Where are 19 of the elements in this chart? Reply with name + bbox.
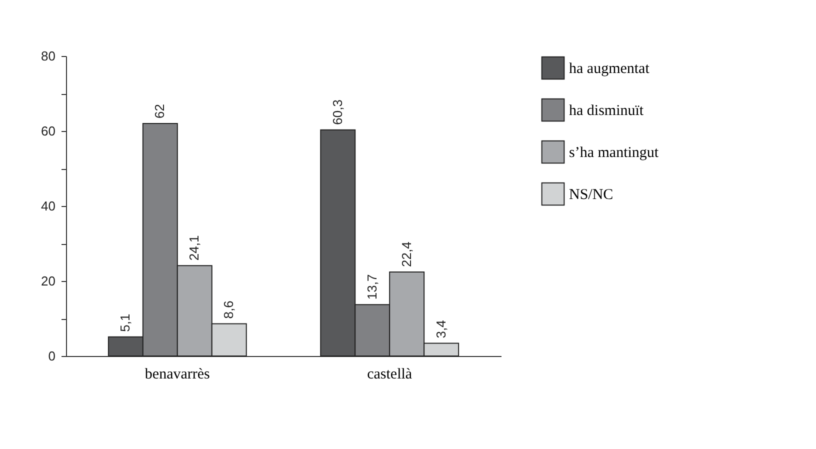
y-tick-label: 0 [48,348,56,364]
y-tick-label: 40 [41,198,56,214]
legend-label: ha disminuït [569,103,644,119]
y-tick-label: 60 [41,124,56,138]
data-label: 24,1 [186,235,202,261]
data-label: 5,1 [118,314,133,332]
x-tick-label: castellà [367,366,412,382]
data-label: 13,7 [364,274,380,300]
legend-label: s’ha mantingut [569,145,660,161]
data-label: 60,3 [330,100,345,125]
data-label: 22,4 [398,242,414,267]
data-label: 62 [152,104,168,118]
legend-label: ha augmentat [569,61,650,77]
data-label: 8,6 [221,300,236,319]
y-tick-label: 80 [41,48,56,64]
legend-label: NS/NC [569,187,614,203]
x-tick-label: benavarrès [144,366,210,382]
y-tick-label: 20 [41,274,56,288]
data-label: 3,4 [433,320,448,338]
